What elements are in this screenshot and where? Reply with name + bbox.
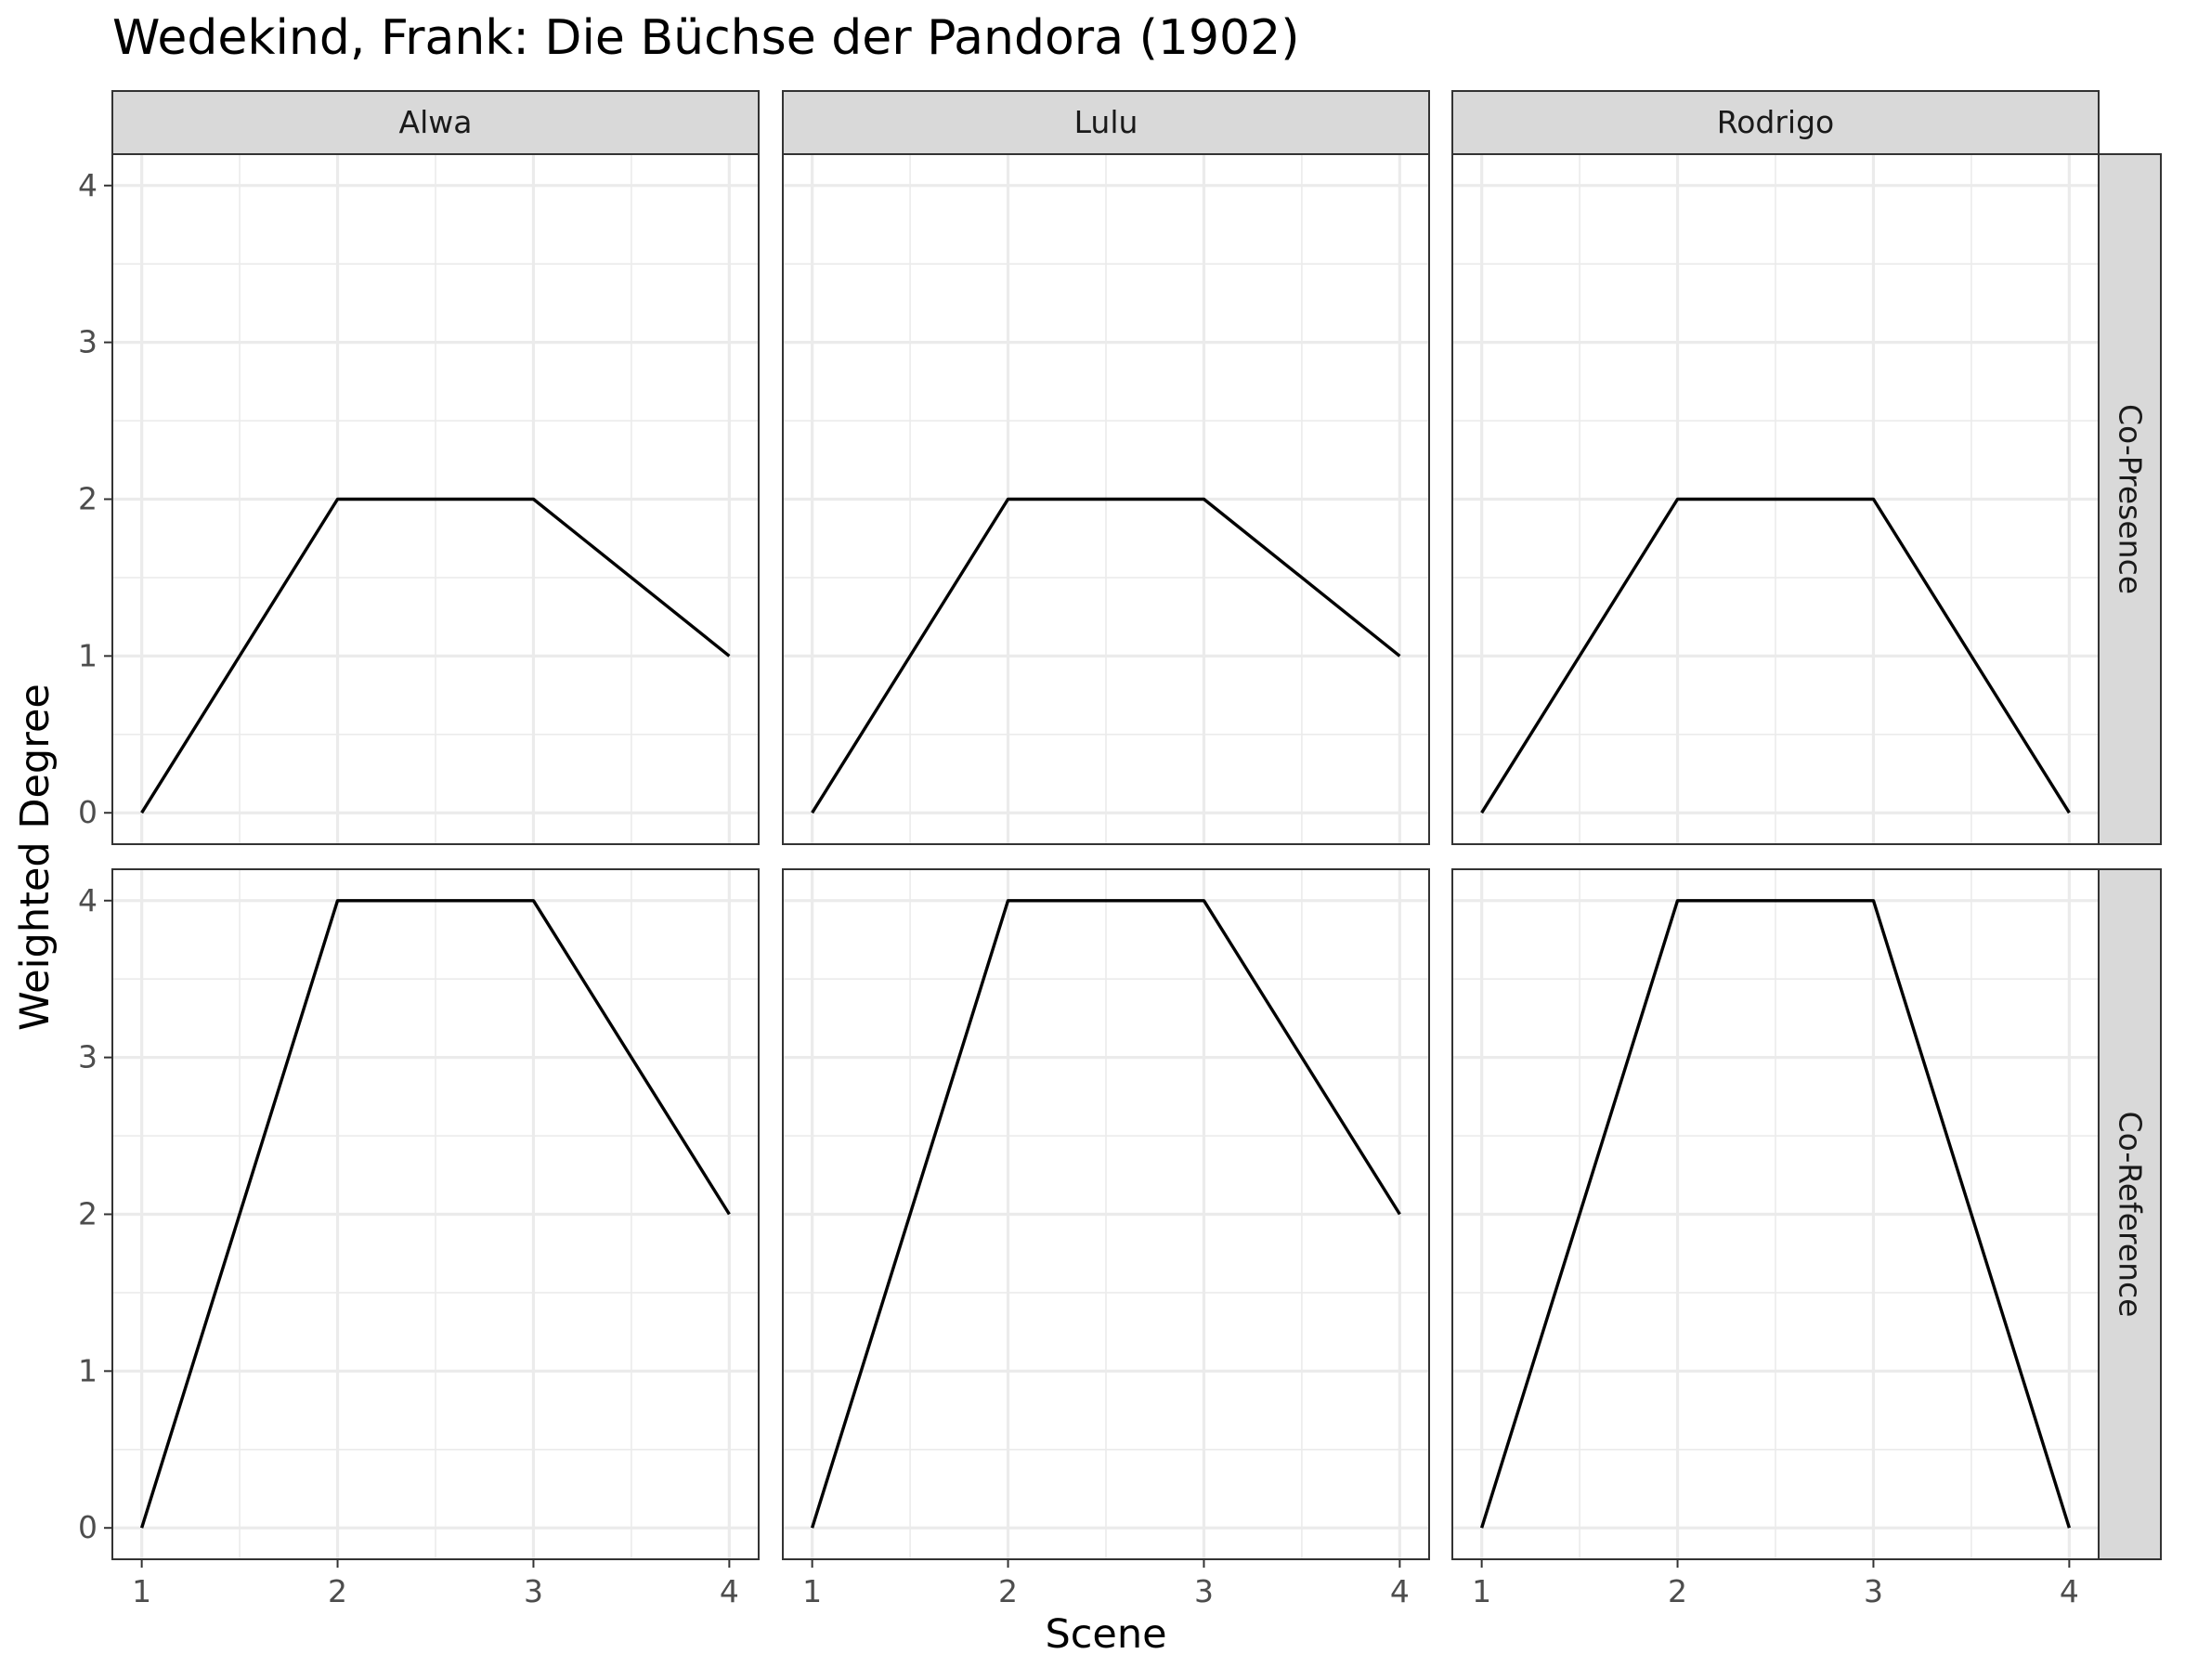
x-tick-label: 1 — [132, 1573, 151, 1609]
x-axis-title: Scene — [1045, 1611, 1166, 1658]
y-tick-label: 0 — [78, 794, 98, 830]
strip-background — [1451, 90, 2100, 155]
chart-title: Wedekind, Frank: Die Büchse der Pandora … — [112, 10, 1300, 66]
strip-background — [2098, 153, 2162, 845]
panel-rodrigo-co-presence — [1451, 153, 2100, 845]
series-line — [139, 899, 731, 1529]
strip-lulu: Lulu — [782, 90, 1430, 155]
y-tick-label: 1 — [78, 1352, 98, 1388]
y-tick-label: 1 — [78, 637, 98, 673]
strip-alwa: Alwa — [111, 90, 760, 155]
x-tick-label: 4 — [2060, 1573, 2079, 1609]
x-tick-label: 1 — [1472, 1573, 1491, 1609]
y-tick-label: 4 — [78, 882, 98, 918]
strip-label: Co-Presence — [2113, 404, 2149, 594]
panel-lulu-co-presence — [782, 153, 1430, 845]
strip-background — [782, 90, 1430, 155]
panel-lulu-co-reference: 1 2 3 4 — [782, 868, 1430, 1609]
x-tick-label: 2 — [1668, 1573, 1687, 1609]
strip-label: Rodrigo — [1717, 104, 1834, 140]
panel-alwa-co-presence: 0 1 2 3 4 — [78, 153, 760, 845]
strip-background — [111, 90, 760, 155]
x-tick-label: 4 — [1390, 1573, 1410, 1609]
strip-label: Alwa — [399, 104, 473, 140]
series-line — [811, 497, 1401, 814]
x-tick-label: 3 — [524, 1573, 543, 1609]
panel-rodrigo-co-reference: 1 2 3 4 — [1451, 868, 2100, 1609]
y-tick-label: 3 — [78, 1039, 98, 1075]
y-tick-label: 2 — [78, 1196, 98, 1232]
x-tick-label: 2 — [328, 1573, 347, 1609]
y-tick-label: 0 — [78, 1509, 98, 1545]
strip-label: Lulu — [1074, 104, 1138, 140]
series-line — [810, 899, 1401, 1529]
x-tick-label: 2 — [998, 1573, 1018, 1609]
y-axis-title: Weighted Degree — [12, 684, 59, 1031]
series-line — [1480, 497, 2071, 814]
series-line — [1479, 899, 2072, 1529]
x-tick-label: 4 — [720, 1573, 739, 1609]
panel-border — [782, 868, 1430, 1560]
strip-co-presence: Co-Presence — [2098, 153, 2162, 845]
x-tick-label: 3 — [1864, 1573, 1883, 1609]
strip-co-reference: Co-Reference — [2098, 868, 2162, 1560]
x-tick-label: 3 — [1194, 1573, 1214, 1609]
strip-rodrigo: Rodrigo — [1451, 90, 2100, 155]
strip-background — [2098, 868, 2162, 1560]
strip-label: Co-Reference — [2113, 1112, 2149, 1318]
y-tick-label: 2 — [78, 481, 98, 517]
y-tick-label: 4 — [78, 167, 98, 203]
y-tick-label: 3 — [78, 324, 98, 360]
x-tick-label: 1 — [802, 1573, 822, 1609]
series-line — [140, 497, 731, 814]
